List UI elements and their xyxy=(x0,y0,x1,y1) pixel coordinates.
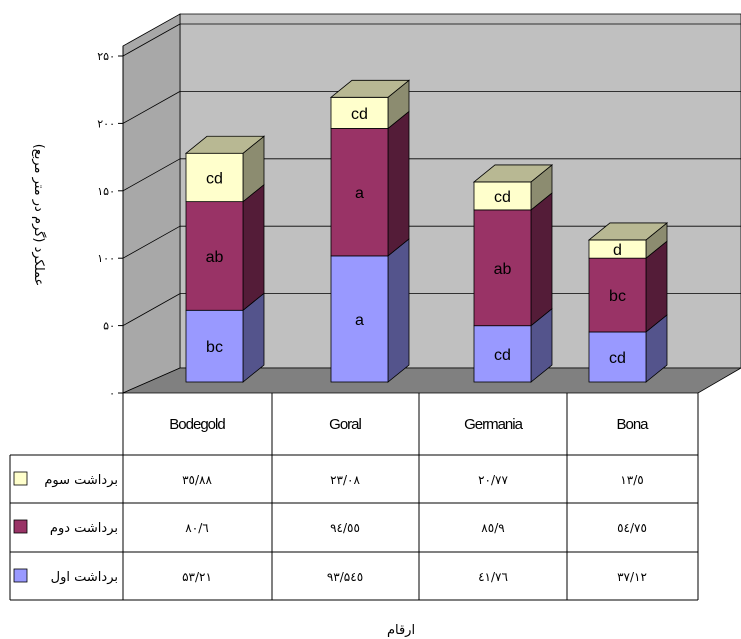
bar-front-face xyxy=(330,255,389,383)
table-value-cell: ۳۷/۱۲ xyxy=(617,570,647,584)
bar-segment: cd xyxy=(329,79,411,130)
table-category-header: Goral xyxy=(329,416,361,433)
bar-segment: bc xyxy=(588,240,668,333)
data-table: Bodegold Goral Germania Bona برداشت سوم ۳٥/۸۸… xyxy=(9,393,699,601)
bar-segment: cd xyxy=(184,135,266,203)
bar-top-face xyxy=(587,222,669,241)
y-tick-label: ۲۵۰ xyxy=(97,50,115,63)
bar-side-face xyxy=(387,238,410,383)
table-value-cell: ۸٥/۹ xyxy=(481,521,504,535)
x-axis-label: ارقام xyxy=(387,623,415,638)
legend-swatch xyxy=(13,568,28,583)
bar-segment: ab xyxy=(473,192,553,327)
bar-segment: d xyxy=(587,222,669,259)
bar-segment-letter: bc xyxy=(609,288,626,305)
legend-series-name: برداشت دوم xyxy=(50,521,118,536)
y-axis: ۰ ۵۰ ۱۰۰ ۱۵۰ ۲۰۰ ۲۵۰ xyxy=(97,46,124,400)
y-tick-label: ۱۵۰ xyxy=(97,185,115,198)
bar-segment: cd xyxy=(472,164,554,211)
chart-floor xyxy=(122,367,741,394)
gridline xyxy=(122,91,181,124)
bar-segment-letter: a xyxy=(355,312,364,329)
bar-top-face xyxy=(329,79,411,98)
bar-front-face xyxy=(330,128,389,257)
bar-segment-letter: ab xyxy=(494,261,512,278)
bar-segment-letter: cd xyxy=(494,189,511,206)
table-category-header: Bona xyxy=(616,416,649,433)
bar-top-face xyxy=(184,135,266,154)
y-tick-label: ۱۰۰ xyxy=(97,252,115,265)
bar-front-face xyxy=(473,181,532,211)
bar-segment: a xyxy=(330,110,410,257)
bar-segment-letter: d xyxy=(613,242,622,259)
bar-segment-letter: a xyxy=(355,185,364,202)
bar-segment-letter: ab xyxy=(206,249,224,266)
bar-front-face xyxy=(588,331,647,383)
bar-front-face xyxy=(473,325,532,383)
table-value-cell: ۸۰/٦ xyxy=(185,521,208,535)
bar-side-face xyxy=(387,110,410,257)
bar-front-face xyxy=(185,309,244,383)
y-tick-label: ۰ xyxy=(109,387,115,400)
gridline xyxy=(122,23,181,57)
legend-series-name: برداشت سوم xyxy=(44,473,118,488)
bar-front-face xyxy=(330,96,389,129)
table-value-cell: ۳٥/۸۸ xyxy=(182,473,212,487)
gridline xyxy=(122,158,181,192)
legend-series-name: برداشت اول xyxy=(51,570,118,585)
bar-side-face xyxy=(242,183,265,312)
bar-front-face xyxy=(185,152,244,203)
bar-front-face xyxy=(185,201,244,311)
table-value-cell: ۲۳/۰۸ xyxy=(330,473,360,487)
bars: bc ab cd a a cd cd ab cd cd bc d xyxy=(184,79,669,383)
gridline xyxy=(122,225,181,259)
gridline xyxy=(122,293,181,326)
bar-segment: ab xyxy=(185,183,265,312)
table-category-header: Bodegold xyxy=(169,416,225,433)
table-value-cell: ۵۳/۲۱ xyxy=(182,570,212,584)
legend-swatch xyxy=(13,471,28,486)
table-value-cell: ۱۳/٥ xyxy=(620,473,643,487)
bar-segment-letter: cd xyxy=(351,106,368,123)
chart-side-wall xyxy=(122,13,181,394)
bar-top-face xyxy=(472,164,554,183)
bar-segment-letter: cd xyxy=(609,350,626,367)
bar-segment: a xyxy=(330,238,410,383)
bar-front-face xyxy=(588,257,647,333)
table-value-cell: ۹۳/۵٤٥ xyxy=(327,570,363,584)
bar-segment-letter: cd xyxy=(494,347,511,364)
table-value-cell: ۹٤/٥٥ xyxy=(330,521,360,535)
y-tick-label: ۵۰ xyxy=(103,320,115,333)
bar-segment: bc xyxy=(185,292,265,383)
bar-segment-letter: cd xyxy=(206,170,223,187)
table-value-cell: ۲۰/۷۷ xyxy=(478,473,508,487)
y-tick-label: ۲۰۰ xyxy=(97,117,115,130)
table-value-cell: ٥٤/۷٥ xyxy=(617,521,647,535)
legend-swatch xyxy=(13,519,28,534)
bar-segment-letter: bc xyxy=(206,339,223,356)
bar-segment: cd xyxy=(588,314,668,383)
table-category-header: Germania xyxy=(464,416,524,433)
bar-front-face xyxy=(473,209,532,327)
y-axis-label: عملکرد (گرم در متر مربع) xyxy=(31,144,47,287)
table-value-cell: ٤۱/۷٦ xyxy=(478,570,508,584)
bar-segment: cd xyxy=(473,307,553,383)
bar-side-face xyxy=(530,192,553,327)
